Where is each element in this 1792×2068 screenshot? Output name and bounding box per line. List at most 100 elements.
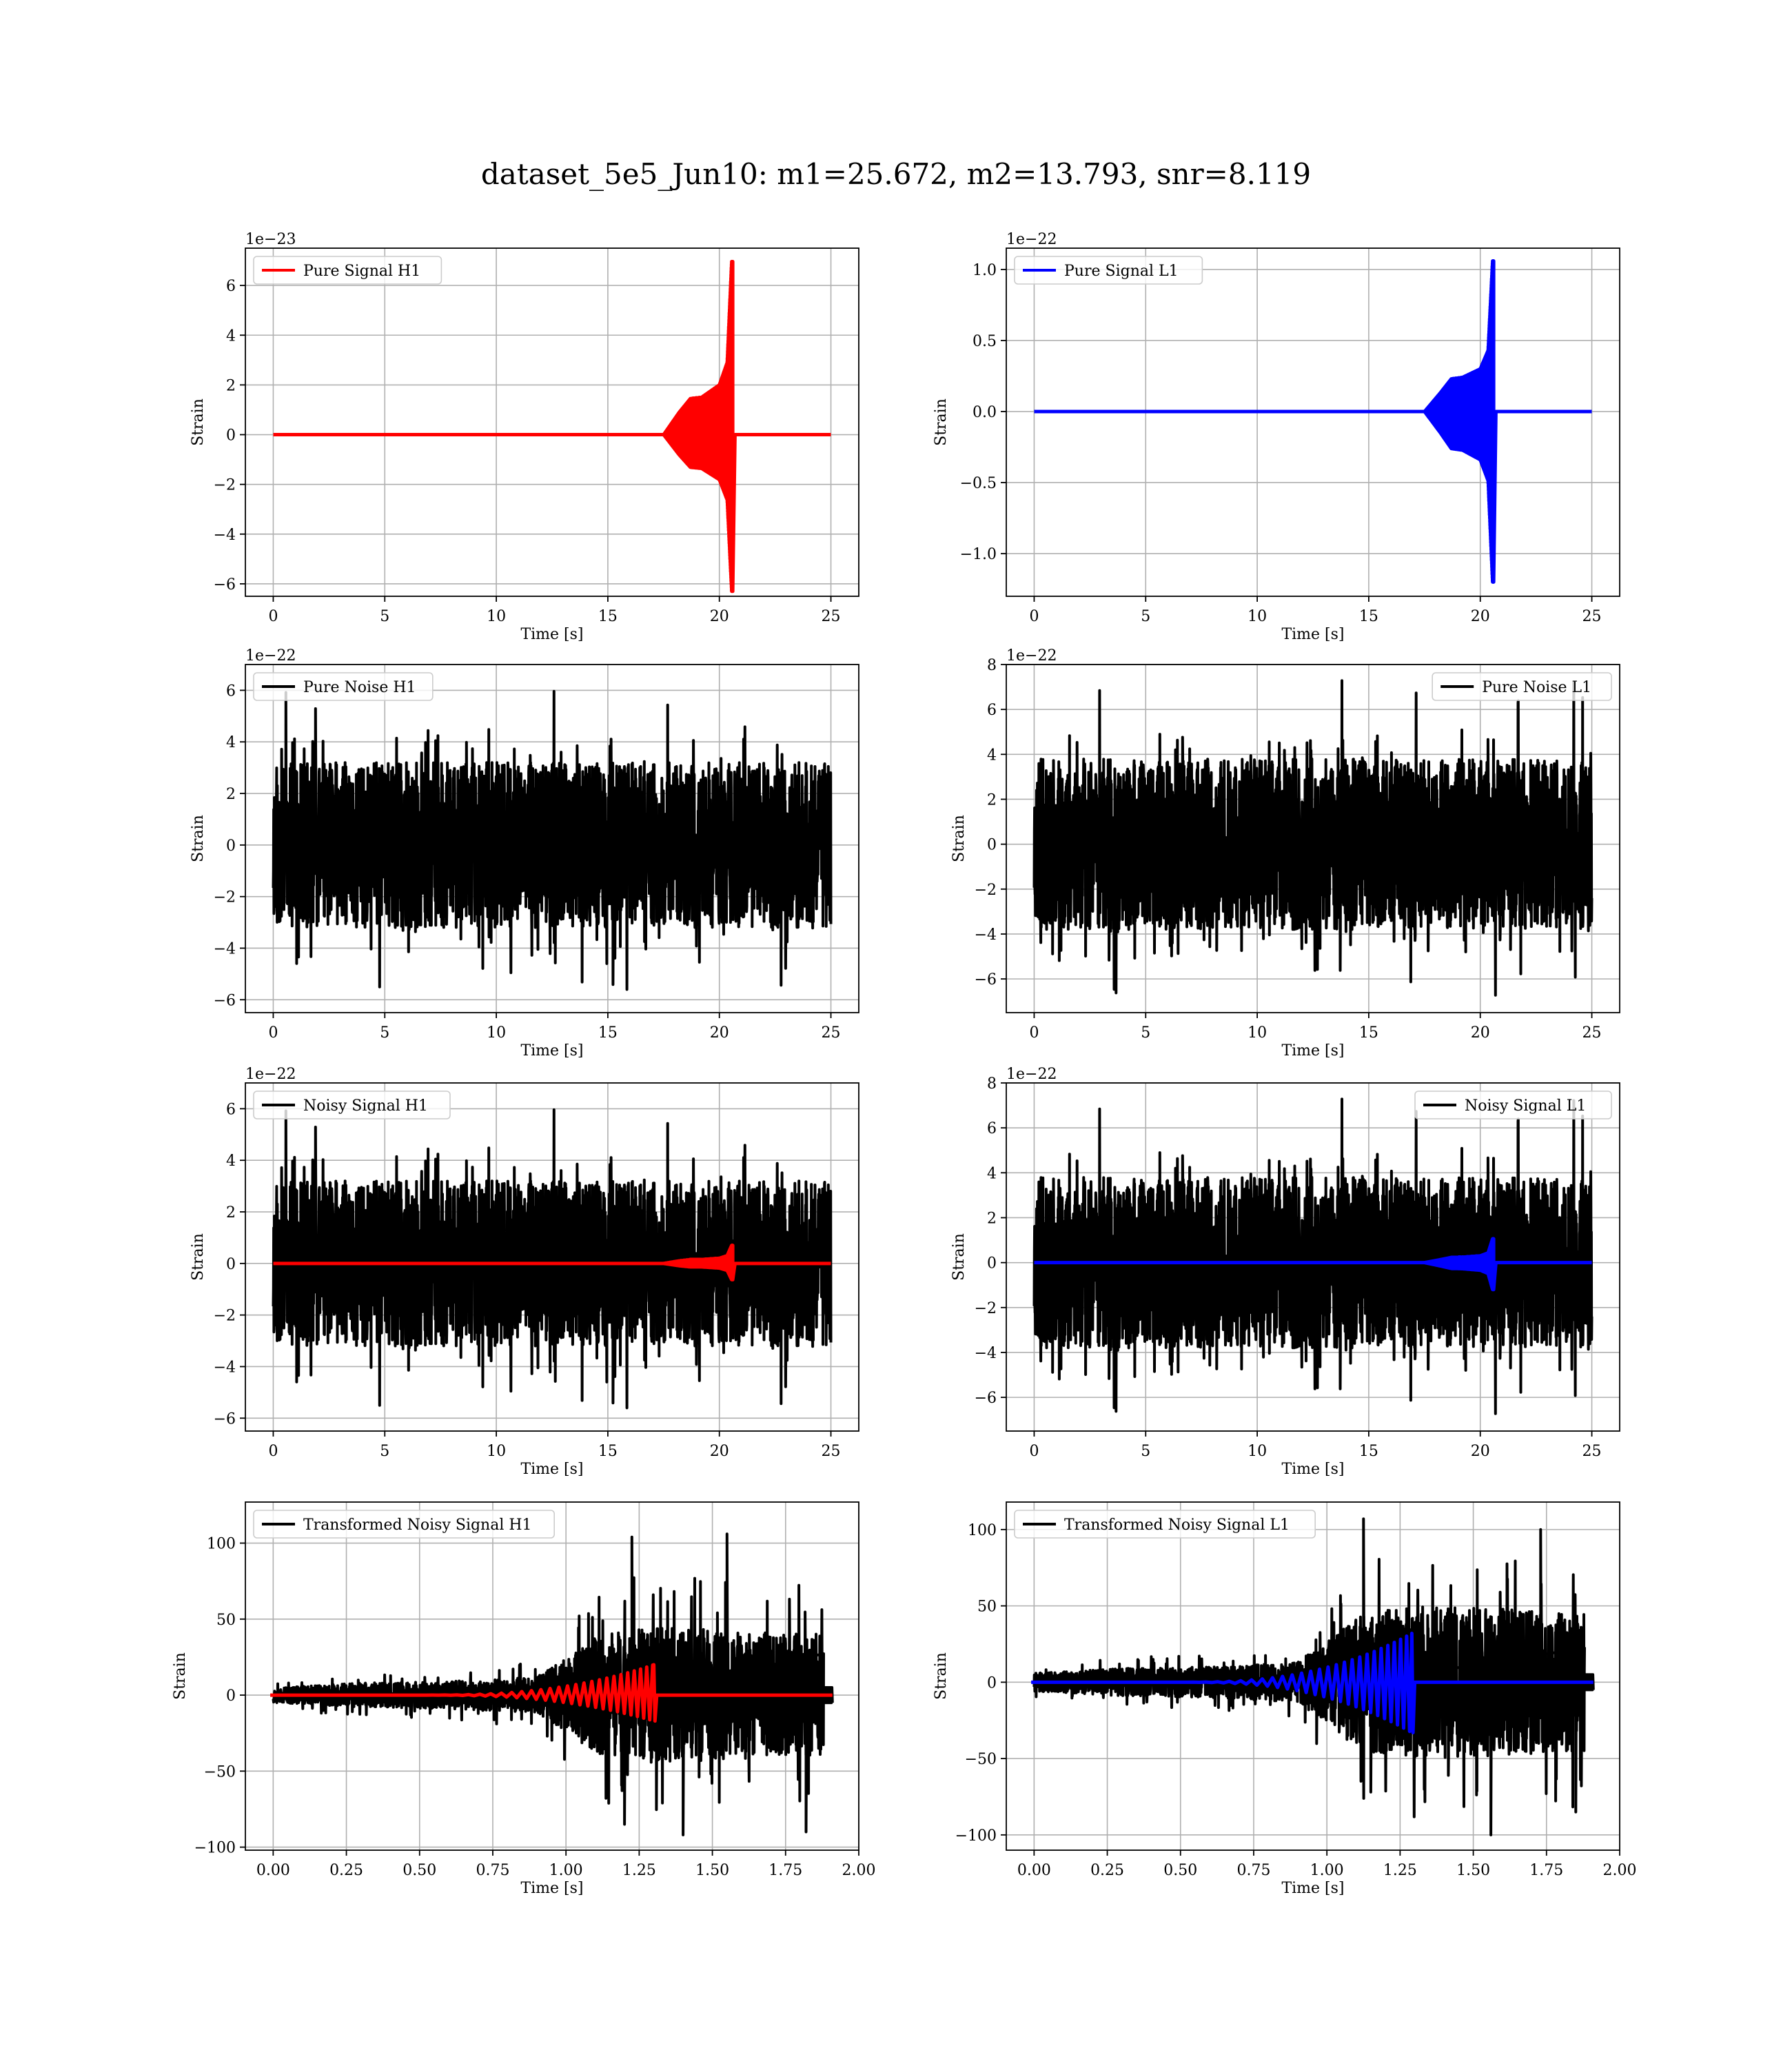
x-tick-label: 20 (710, 1024, 729, 1042)
x-axis-label: Time [s] (520, 1042, 583, 1060)
y-tick-label: −100 (955, 1827, 997, 1845)
y-tick-label: −100 (194, 1840, 236, 1857)
y-tick-label: −2 (214, 1308, 236, 1325)
x-tick-label: 15 (1359, 1443, 1378, 1460)
x-tick-label: 0.75 (1236, 1862, 1270, 1879)
legend-box (1414, 1091, 1612, 1119)
series-line-2 (270, 1663, 833, 1723)
x-tick-label: 0.25 (329, 1862, 363, 1879)
x-axis-label: Time [s] (1281, 626, 1344, 643)
y-axis-label: Strain (190, 815, 207, 862)
series-line-1 (1032, 679, 1594, 997)
y-tick-label: −2 (975, 882, 997, 899)
x-tick-label: 25 (822, 1443, 841, 1460)
legend: Noisy Signal L1 (1414, 1091, 1612, 1119)
y-tick-label: −50 (204, 1763, 236, 1781)
x-tick-label: 1.00 (1310, 1862, 1344, 1879)
y-axis-label: Strain (933, 398, 950, 446)
y-tick-label: 6 (987, 1120, 997, 1137)
axes-frame (245, 1082, 859, 1432)
x-tick-label: 0.50 (403, 1862, 436, 1879)
legend-label: Noisy Signal L1 (1465, 1097, 1586, 1115)
y-tick-label: −6 (975, 971, 997, 989)
x-tick-label: 5 (1141, 1024, 1150, 1042)
x-tick-label: 0 (268, 608, 278, 625)
x-axis-label: Time [s] (520, 626, 583, 643)
legend-label: Pure Noise L1 (1482, 679, 1591, 696)
x-tick-label: 20 (1471, 608, 1490, 625)
y-tick-label: 100 (207, 1536, 236, 1553)
x-tick-label: 25 (1582, 608, 1602, 625)
legend-box (253, 1510, 556, 1539)
x-tick-label: 10 (487, 1024, 506, 1042)
x-axis-label: Time [s] (520, 1461, 583, 1478)
y-tick-label: −6 (975, 1390, 997, 1407)
legend-label: Noisy Signal H1 (303, 1097, 428, 1115)
subplot-8: 0.00 0.25 0.50 0.75 1.00 1.25 1.50 1.75 2.00 −100… (933, 1501, 1637, 1897)
y-tick-label: 0 (987, 1674, 997, 1692)
y-tick-label: −0.5 (960, 475, 997, 492)
axis-offset-text: 1e−22 (245, 1066, 296, 1083)
x-tick-label: 15 (1359, 608, 1378, 625)
x-tick-label: 15 (598, 1024, 618, 1042)
y-tick-label: 4 (987, 747, 997, 764)
x-tick-label: 0.75 (476, 1862, 509, 1879)
legend-box (1014, 1510, 1316, 1539)
y-tick-label: 4 (226, 327, 236, 345)
x-tick-label: 15 (598, 1443, 618, 1460)
subplot-6: 0 5 10 15 20 25 −6 −4 −2 0 2 4 6 8 Time [s] Strain 1e−22… (950, 1066, 1620, 1478)
x-tick-label: 0.00 (1017, 1862, 1051, 1879)
legend-box (253, 672, 434, 701)
x-tick-label: 0 (1029, 608, 1039, 625)
x-tick-label: 2.00 (842, 1862, 876, 1879)
y-axis-label: Strain (950, 815, 968, 862)
x-axis-label: Time [s] (1281, 1461, 1344, 1478)
subplot-1: 0 5 10 15 20 25 −6 −4 −2 0 2 4 6 Time [s] Strain 1e−23 P… (190, 231, 859, 643)
x-tick-label: 10 (1248, 1024, 1267, 1042)
y-tick-label: 0 (226, 427, 236, 445)
x-tick-label: 1.25 (622, 1862, 656, 1879)
y-tick-label: −2 (214, 889, 236, 906)
series-line-1 (272, 1532, 834, 1836)
x-axis-label: Time [s] (1281, 1880, 1344, 1897)
series-line-1 (272, 689, 833, 991)
y-tick-label: 0 (226, 1687, 236, 1705)
y-axis-label: Strain (933, 1652, 950, 1700)
series-line-1 (272, 1108, 833, 1410)
x-tick-label: 2.00 (1603, 1862, 1637, 1879)
x-tick-label: 25 (822, 1024, 841, 1042)
legend: Transformed Noisy Signal H1 (253, 1510, 556, 1539)
x-tick-label: 1.50 (695, 1862, 729, 1879)
legend-box (253, 1091, 451, 1119)
y-tick-label: −2 (975, 1300, 997, 1317)
axis-offset-text: 1e−22 (245, 647, 296, 665)
y-tick-label: 0 (987, 1255, 997, 1273)
legend-label: Transformed Noisy Signal H1 (303, 1517, 532, 1534)
x-tick-label: 0 (268, 1024, 278, 1042)
x-tick-label: 10 (487, 608, 506, 625)
y-tick-label: 0.5 (973, 333, 997, 350)
axes-frame (1006, 1082, 1620, 1432)
legend: Pure Noise L1 (1432, 672, 1612, 701)
x-tick-label: 25 (822, 608, 841, 625)
x-tick-label: 25 (1582, 1443, 1602, 1460)
x-tick-label: 1.75 (1529, 1862, 1563, 1879)
x-tick-label: 15 (1359, 1024, 1378, 1042)
x-tick-label: 20 (710, 608, 729, 625)
legend: Transformed Noisy Signal L1 (1014, 1510, 1316, 1539)
x-tick-label: 5 (380, 1024, 389, 1042)
x-tick-label: 5 (380, 608, 389, 625)
subplot-3: 0 5 10 15 20 25 −6 −4 −2 0 2 4 6 Time [s] Strain 1e−22 P… (190, 647, 859, 1060)
x-tick-label: 1.00 (549, 1862, 583, 1879)
legend-label: Pure Signal L1 (1064, 263, 1179, 280)
legend-label: Transformed Noisy Signal L1 (1064, 1517, 1290, 1534)
y-tick-label: 0 (226, 1256, 236, 1273)
x-tick-label: 1.50 (1456, 1862, 1490, 1879)
x-tick-label: 0.25 (1090, 1862, 1124, 1879)
y-axis-label: Strain (950, 1233, 968, 1281)
legend-label: Pure Signal H1 (303, 263, 420, 280)
y-tick-label: 2 (226, 786, 236, 803)
y-tick-label: 6 (226, 682, 236, 700)
series-line-1 (273, 260, 831, 594)
legend: Pure Signal L1 (1014, 256, 1203, 285)
